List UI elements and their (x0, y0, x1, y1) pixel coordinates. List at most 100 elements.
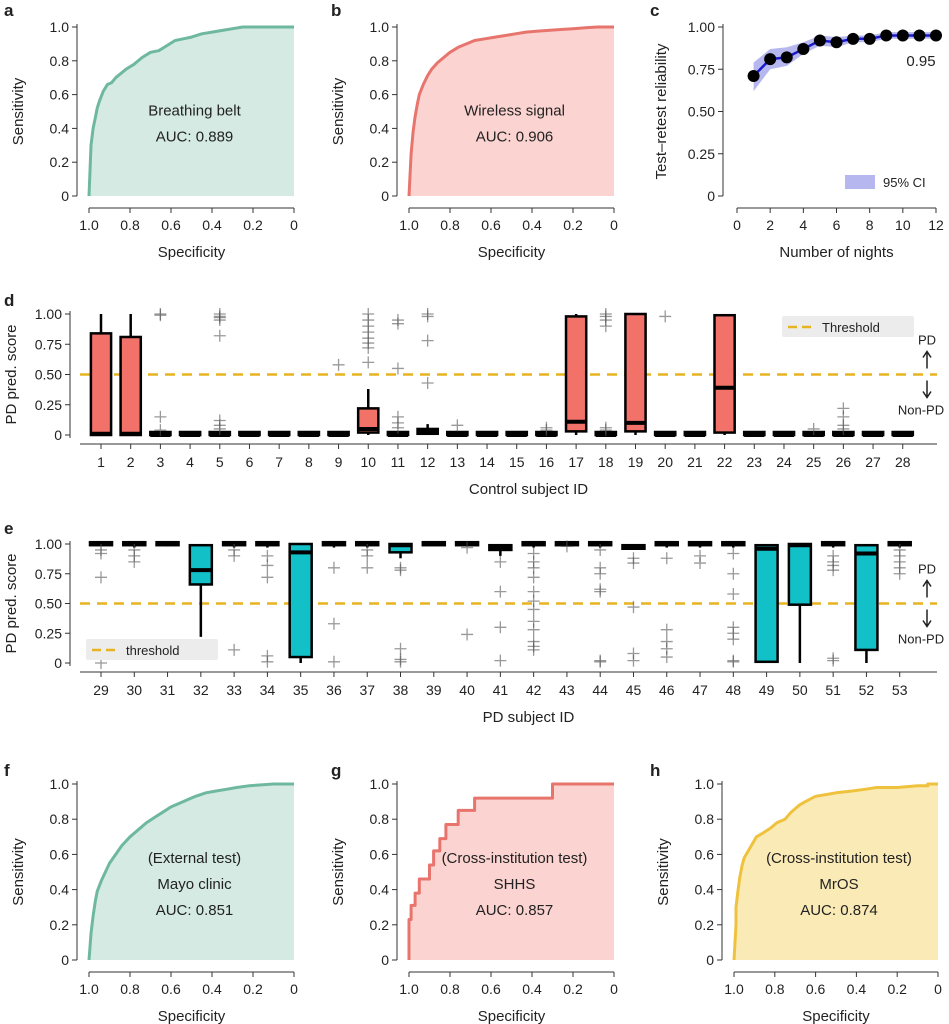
roc-curve-f (87, 782, 294, 961)
x-tick-label-d: 5 (216, 454, 224, 470)
y-tick-label-g: 0.6 (370, 846, 390, 862)
x-tick-label-d: 2 (127, 454, 135, 470)
outlier-e (461, 628, 474, 641)
x-tick-label-a: 0.4 (202, 217, 222, 233)
roc-curve-h (732, 782, 938, 961)
legend-box-e (86, 639, 218, 660)
y-tick-label-b: 0 (381, 188, 389, 204)
x-tick-label-g: 1.0 (399, 981, 419, 997)
y-tick-label-c: 0.75 (688, 61, 715, 77)
outlier-e (327, 561, 340, 574)
outlier-e (527, 623, 540, 636)
y-tick-label-f: 0.6 (50, 846, 70, 862)
annotation-g: (Cross-institution test) (442, 850, 588, 867)
outlier-e (660, 623, 673, 636)
x-tick-label-e: 47 (692, 682, 708, 698)
x-tick-label-h: 0 (934, 981, 942, 997)
x-axis-label-f: Specificity (158, 1008, 226, 1024)
outlier-d (421, 376, 434, 389)
x-tick-label-d: 12 (420, 454, 436, 470)
x-tick-label-e: 31 (160, 682, 176, 698)
x-tick-label-c: 12 (928, 217, 944, 233)
up-arrow-icon (922, 350, 932, 369)
box-d (89, 332, 113, 437)
outlier-e (660, 651, 673, 664)
roc-area-h (734, 784, 938, 960)
outlier-e (128, 555, 141, 568)
outlier-e (827, 654, 840, 667)
box-d (564, 315, 588, 433)
outlier-d (421, 334, 434, 347)
panel-label-h: h (650, 761, 660, 780)
reliability-point-c (930, 29, 942, 42)
roc-curve-g (407, 782, 614, 960)
up-arrow-icon (922, 579, 932, 598)
x-tick-label-a: 0.6 (161, 217, 181, 233)
annotation-g: SHHS (494, 876, 536, 893)
x-tick-label-g: 0.4 (522, 981, 542, 997)
box-e (787, 542, 813, 606)
outlier-e (893, 567, 906, 580)
x-axis-label-g: Specificity (478, 1008, 546, 1024)
x-tick-label-d: 23 (746, 454, 762, 470)
outlier-e (361, 561, 374, 574)
outlier-e (327, 617, 340, 630)
box-d (624, 312, 647, 433)
reliability-point-c (847, 32, 860, 45)
x-tick-label-a: 0 (290, 217, 298, 233)
y-tick-label-e: 1.00 (35, 536, 62, 552)
outlier-e (727, 567, 740, 580)
y-tick-label-b: 0.4 (370, 120, 390, 136)
outlier-d (837, 422, 850, 435)
y-tick-label-f: 0.2 (50, 917, 70, 933)
y-tick-label-g: 1.0 (370, 776, 390, 792)
x-tick-label-d: 28 (895, 454, 911, 470)
panel-label-g: g (331, 761, 341, 780)
x-tick-label-e: 43 (559, 682, 575, 698)
panel-label-f: f (4, 761, 10, 780)
x-tick-label-e: 40 (459, 682, 475, 698)
x-tick-label-d: 24 (776, 454, 792, 470)
outlier-d (154, 424, 167, 437)
annotation-a: AUC: 0.889 (156, 129, 234, 146)
outlier-e (727, 655, 740, 668)
x-tick-label-d: 18 (598, 454, 614, 470)
outlier-e (394, 564, 407, 577)
annotation-g: AUC: 0.857 (476, 902, 554, 919)
annotation-b: AUC: 0.906 (476, 129, 554, 146)
reliability-point-c (913, 29, 926, 42)
x-tick-label-e: 41 (493, 682, 509, 698)
x-tick-label-d: 25 (806, 454, 822, 470)
reliability-point-c (863, 32, 876, 45)
annotation-f: Mayo clinic (157, 876, 232, 893)
y-tick-label-d: 1.00 (35, 306, 62, 322)
x-tick-label-a: 0.2 (243, 217, 263, 233)
roc-curve-a (87, 25, 294, 197)
outlier-d (213, 314, 226, 327)
outlier-e (527, 603, 540, 616)
x-tick-label-d: 10 (360, 454, 376, 470)
x-tick-label-d: 20 (657, 454, 673, 470)
y-tick-label-a: 1.0 (50, 19, 70, 35)
x-tick-label-b: 0.4 (522, 217, 542, 233)
outlier-d (659, 310, 672, 323)
outlier-d (154, 410, 167, 423)
x-tick-label-d: 3 (156, 454, 164, 470)
x-tick-label-g: 0.2 (563, 981, 583, 997)
y-tick-label-h: 0.4 (695, 882, 715, 898)
outlier-e (361, 549, 374, 562)
outlier-e (527, 571, 540, 584)
y-tick-label-c: 0.25 (688, 146, 715, 162)
x-tick-label-e: 38 (393, 682, 409, 698)
y-tick-label-a: 0.2 (50, 154, 70, 170)
x-axis-label-a: Specificity (158, 244, 226, 261)
x-tick-label-c: 4 (799, 217, 807, 233)
end-value-label-c: 0.95 (906, 53, 935, 70)
y-tick-label-h: 0.8 (695, 811, 715, 827)
outlier-d (362, 341, 375, 354)
x-axis-label-c: Number of nights (779, 244, 893, 261)
outlier-e (594, 567, 607, 580)
x-tick-label-g: 0 (610, 981, 618, 997)
box-e (754, 543, 779, 664)
y-tick-label-f: 0.4 (50, 882, 70, 898)
